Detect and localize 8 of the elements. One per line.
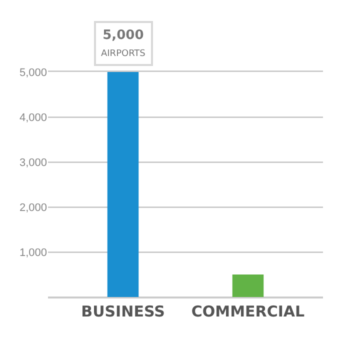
data-label: 5,000 AIRPORTS [101,28,146,59]
y-tick-label: 4,000 [19,112,47,124]
x-tick-label: COMMERCIAL [191,302,306,320]
x-tick-label: BUSINESS [81,302,165,320]
y-tick-label: 1,000 [19,246,47,259]
y-tick-label: 3,000 [19,156,47,169]
y-tick-label: 2,000 [19,202,47,214]
y-tick-label: 5,000 [19,66,47,79]
